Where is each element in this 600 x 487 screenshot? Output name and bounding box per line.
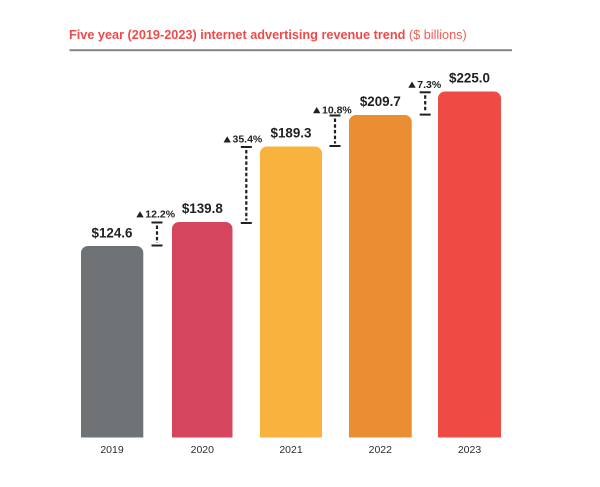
svg-text:2022: 2022 [369, 444, 393, 456]
svg-text:7.3%: 7.3% [417, 79, 442, 91]
svg-text:$225.0: $225.0 [449, 71, 490, 86]
svg-text:$209.7: $209.7 [360, 94, 401, 109]
svg-text:12.2%: 12.2% [145, 209, 175, 221]
svg-text:35.4%: 35.4% [233, 134, 263, 146]
svg-text:$139.8: $139.8 [182, 201, 224, 216]
svg-text:Five year (2019-2023) internet: Five year (2019-2023) internet advertisi… [69, 28, 467, 42]
svg-text:$124.6: $124.6 [92, 225, 133, 240]
svg-text:$189.3: $189.3 [271, 126, 312, 141]
svg-text:2023: 2023 [458, 444, 482, 456]
svg-text:2019: 2019 [100, 444, 124, 456]
svg-text:10.8%: 10.8% [322, 104, 352, 116]
svg-text:2020: 2020 [191, 444, 215, 456]
svg-text:2021: 2021 [279, 444, 303, 456]
